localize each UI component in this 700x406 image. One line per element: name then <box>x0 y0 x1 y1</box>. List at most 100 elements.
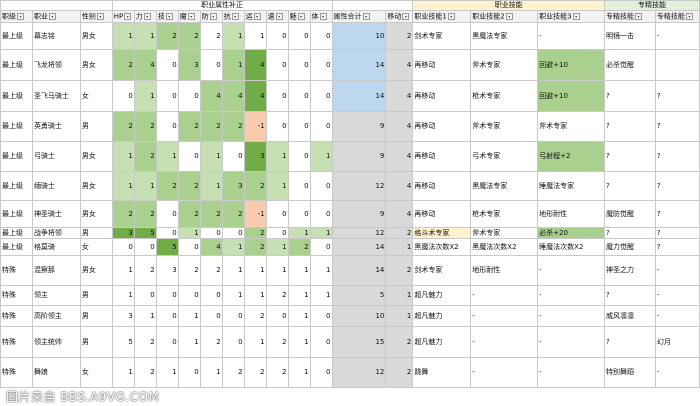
cell-exclusive-skill-1[interactable]: ? <box>604 111 656 142</box>
cell-move[interactable]: 4 <box>385 171 414 201</box>
cell-class-skill-1[interactable]: 超凡魅力 <box>412 285 472 306</box>
cell-class[interactable]: 混察那 <box>31 255 81 286</box>
cell-cha[interactable]: 2 <box>287 238 311 256</box>
cell-skl[interactable]: 5 <box>155 238 179 256</box>
cell-res[interactable]: 1 <box>221 49 245 81</box>
cell-class-skill-3[interactable]: 斧术专家 <box>537 111 606 142</box>
cell-def[interactable]: 2 <box>199 200 223 228</box>
cell-spd[interactable]: 0 <box>265 80 289 112</box>
cell-move[interactable]: 2 <box>385 255 414 286</box>
cell-move[interactable]: 1 <box>385 305 414 327</box>
cell-con[interactable]: 0 <box>309 49 333 81</box>
cell-con[interactable]: 0 <box>309 200 333 228</box>
cell-exclusive-skill-2[interactable]: ? <box>654 238 700 256</box>
cell-class-skill-3[interactable]: 睡魔法次数X2 <box>537 238 606 256</box>
filter-dropdown-icon[interactable]: ▾ <box>635 12 643 20</box>
cell-def[interactable]: 2 <box>199 22 223 50</box>
column-header-move[interactable]: 移动 ▾ <box>385 10 414 23</box>
cell-res[interactable]: 1 <box>221 22 245 50</box>
cell-move[interactable]: 4 <box>385 80 414 112</box>
cell-class[interactable]: 飞龙将领 <box>31 49 81 81</box>
cell-lck[interactable]: -1 <box>243 111 267 142</box>
cell-gender[interactable]: 女 <box>79 238 113 256</box>
cell-mag[interactable]: 0 <box>177 80 201 112</box>
cell-class[interactable]: 领主 <box>31 285 81 306</box>
cell-class-skill-2[interactable]: 黑魔法次数X2 <box>470 238 539 256</box>
cell-class-skill-1[interactable]: 再移动 <box>412 141 472 172</box>
cell-class-skill-1[interactable]: 超凡魅力 <box>412 305 472 327</box>
cell-rank[interactable]: 特殊 <box>0 285 33 306</box>
cell-skl[interactable]: 0 <box>155 49 179 81</box>
cell-exclusive-skill-1[interactable]: ? <box>604 227 656 239</box>
cell-cha[interactable]: 0 <box>287 22 311 50</box>
cell-class-skill-2[interactable]: 枪术专家 <box>470 80 539 112</box>
cell-attr-total[interactable]: 14 <box>331 238 387 256</box>
cell-class-skill-2[interactable]: - <box>470 326 539 358</box>
cell-attr-total[interactable]: 9 <box>331 111 387 142</box>
cell-spd[interactable]: 0 <box>265 305 289 327</box>
cell-exclusive-skill-1[interactable]: 必杀觉醒 <box>604 49 656 81</box>
cell-class-skill-3[interactable]: - <box>537 285 606 306</box>
cell-lck[interactable]: 2 <box>243 238 267 256</box>
cell-spd[interactable]: 2 <box>265 285 289 306</box>
filter-dropdown-icon[interactable]: ▾ <box>187 12 195 20</box>
cell-skl[interactable]: 2 <box>155 171 179 201</box>
cell-class-skill-3[interactable]: 必杀+20 <box>537 227 606 239</box>
cell-skl[interactable]: 0 <box>155 227 179 239</box>
cell-move[interactable]: 2 <box>385 326 414 358</box>
cell-spd[interactable]: 0 <box>265 227 289 239</box>
cell-str[interactable]: 2 <box>133 111 157 142</box>
cell-con[interactable]: 0 <box>309 238 333 256</box>
filter-dropdown-icon[interactable]: ▾ <box>505 12 513 20</box>
cell-gender[interactable]: 男 <box>79 285 113 306</box>
cell-class-skill-3[interactable]: 回避+10 <box>537 49 606 81</box>
filter-dropdown-icon[interactable]: ▾ <box>253 12 261 20</box>
cell-move[interactable]: 4 <box>385 111 414 142</box>
filter-dropdown-icon[interactable]: ▾ <box>685 12 693 20</box>
cell-class[interactable]: 弓骑士 <box>31 141 81 172</box>
cell-attr-total[interactable]: 12 <box>331 171 387 201</box>
cell-hp[interactable]: 3 <box>111 227 135 239</box>
cell-class-skill-3[interactable]: - <box>537 305 606 327</box>
cell-class-skill-1[interactable]: 剑术专家 <box>412 22 472 50</box>
cell-rank[interactable]: 最上级 <box>0 111 33 142</box>
cell-attr-total[interactable]: 12 <box>331 227 387 239</box>
cell-class[interactable]: 领主统帅 <box>31 326 81 358</box>
column-header-res[interactable]: 抗 ▾ <box>221 10 245 23</box>
cell-cha[interactable]: 1 <box>287 227 311 239</box>
filter-dropdown-icon[interactable]: ▾ <box>402 12 410 20</box>
cell-class-skill-1[interactable]: 剑术专家 <box>412 255 472 286</box>
cell-class-skill-2[interactable]: 枪术专家 <box>470 200 539 228</box>
cell-spd[interactable]: 2 <box>265 357 289 388</box>
cell-skl[interactable]: 0 <box>155 285 179 306</box>
cell-res[interactable]: 2 <box>221 357 245 388</box>
cell-class[interactable]: 格莫骑 <box>31 238 81 256</box>
cell-attr-total[interactable]: 9 <box>331 141 387 172</box>
cell-gender[interactable]: 男女 <box>79 200 113 228</box>
column-header-class-skill-2[interactable]: 职业技能2 ▾ <box>470 10 539 23</box>
cell-hp[interactable]: 0 <box>111 80 135 112</box>
cell-hp[interactable]: 0 <box>111 238 135 256</box>
cell-exclusive-skill-2[interactable] <box>654 49 700 81</box>
cell-class-skill-3[interactable]: 地形耐性 <box>537 200 606 228</box>
cell-exclusive-skill-2[interactable]: - <box>654 22 700 50</box>
cell-class[interactable]: 英勇骑士 <box>31 111 81 142</box>
cell-gender[interactable]: 男 <box>79 227 113 239</box>
cell-exclusive-skill-2[interactable]: - <box>654 255 700 286</box>
cell-cha[interactable]: 0 <box>287 49 311 81</box>
cell-def[interactable]: 2 <box>199 326 223 358</box>
cell-skl[interactable]: 1 <box>155 357 179 388</box>
column-header-exclusive-skill-2[interactable]: 专精技能 ▾ <box>654 10 700 23</box>
cell-cha[interactable]: 1 <box>287 305 311 327</box>
cell-mag[interactable]: 3 <box>177 49 201 81</box>
cell-hp[interactable]: 1 <box>111 255 135 286</box>
cell-class[interactable]: 幕志铭 <box>31 22 81 50</box>
cell-str[interactable]: 5 <box>133 227 157 239</box>
cell-gender[interactable]: 男 <box>79 111 113 142</box>
cell-class-skill-2[interactable]: 黑魔法专家 <box>470 22 539 50</box>
cell-mag[interactable]: 2 <box>177 111 201 142</box>
cell-move[interactable]: 2 <box>385 227 414 239</box>
column-header-def[interactable]: 防 ▾ <box>199 10 223 23</box>
cell-res[interactable]: 2 <box>221 111 245 142</box>
cell-spd[interactable]: 0 <box>265 49 289 81</box>
